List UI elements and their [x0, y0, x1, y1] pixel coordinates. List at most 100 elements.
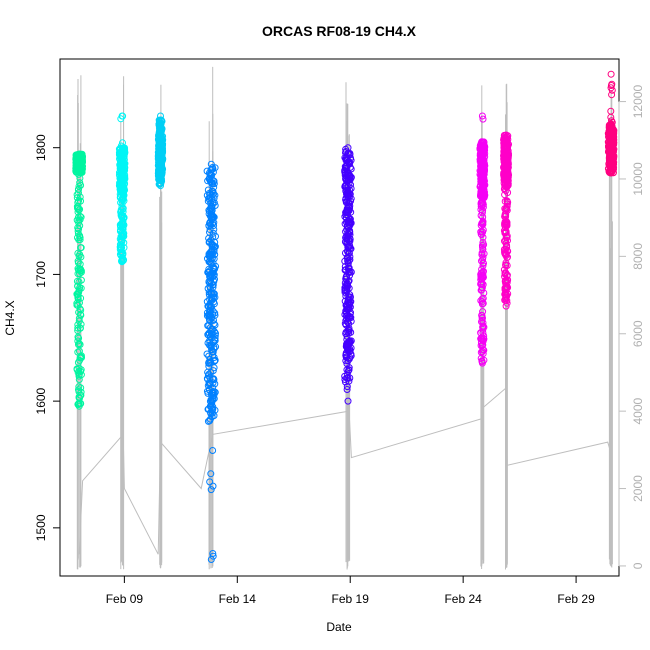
data-point: [476, 145, 484, 153]
data-points-layer: [72, 70, 618, 563]
x-tick-label: Feb 19: [332, 592, 370, 606]
data-point: [479, 268, 487, 276]
data-point: [208, 180, 216, 187]
data-point: [209, 326, 217, 334]
y2-tick-label: 4000: [631, 397, 645, 424]
data-point: [502, 178, 510, 186]
data-point: [502, 131, 510, 139]
data-point: [117, 153, 125, 161]
data-point: [120, 191, 128, 199]
data-point: [75, 150, 83, 158]
chart-title: ORCAS RF08-19 CH4.X: [262, 23, 417, 39]
data-point: [73, 290, 81, 298]
data-point: [345, 293, 353, 301]
flight-2-points: [115, 112, 129, 266]
data-point: [207, 358, 215, 366]
data-point: [75, 402, 83, 410]
data-point: [342, 249, 349, 257]
data-point: [208, 397, 216, 405]
data-point: [345, 179, 353, 187]
data-point: [207, 289, 215, 297]
data-point: [74, 204, 81, 212]
data-point: [342, 156, 350, 164]
data-point: [346, 374, 354, 382]
data-point: [204, 339, 212, 347]
y2-tick-label: 0: [631, 562, 645, 569]
flight-3-points: [154, 112, 167, 190]
data-point: [209, 351, 217, 359]
data-point: [156, 153, 164, 160]
axes: Feb 09 Feb 14 Feb 19 Feb 24 Feb 29 1500 1600 17…: [34, 85, 645, 606]
data-point: [606, 135, 614, 143]
data-point: [344, 192, 352, 200]
data-point: [206, 300, 214, 308]
data-point: [344, 144, 352, 152]
data-point: [206, 417, 214, 425]
data-point: [156, 164, 164, 172]
data-point: [346, 271, 354, 279]
data-point: [74, 348, 82, 356]
data-point: [207, 369, 215, 376]
data-point: [76, 341, 84, 348]
data-point: [342, 353, 350, 361]
data-point: [345, 300, 353, 308]
data-point: [501, 290, 509, 298]
data-point: [75, 372, 83, 380]
data-point: [119, 190, 127, 198]
data-point: [208, 240, 216, 248]
data-point: [205, 370, 213, 378]
data-point: [502, 187, 510, 195]
data-point: [477, 157, 485, 165]
data-point: [208, 273, 216, 281]
data-point: [343, 272, 350, 280]
data-point: [117, 233, 125, 241]
data-point: [344, 313, 352, 321]
flight-7-points: [500, 131, 512, 310]
x-tick-label: Feb 09: [106, 592, 144, 606]
data-point: [346, 345, 353, 353]
data-point: [341, 257, 349, 265]
x-tick-label: Feb 29: [557, 592, 595, 606]
data-point: [345, 364, 353, 372]
data-point: [205, 359, 213, 366]
data-point: [73, 194, 81, 202]
data-point: [206, 312, 214, 320]
data-point: [74, 213, 82, 221]
data-point: [210, 255, 218, 263]
data-point: [344, 169, 352, 177]
data-point: [607, 113, 615, 121]
data-point: [209, 307, 217, 315]
data-point: [209, 388, 217, 395]
plot-frame: [59, 58, 620, 577]
data-point: [209, 379, 217, 387]
data-point: [608, 156, 616, 163]
data-point: [607, 169, 615, 177]
altitude-track-line: [78, 386, 611, 555]
data-point: [504, 147, 512, 155]
data-point: [205, 169, 213, 177]
data-point: [502, 259, 510, 267]
data-point: [77, 311, 85, 319]
data-point: [75, 252, 83, 260]
data-point: [343, 159, 351, 167]
data-point: [210, 375, 218, 383]
data-point: [479, 172, 487, 180]
data-point: [480, 171, 488, 179]
data-point: [502, 158, 510, 166]
data-point: [209, 164, 216, 171]
data-point: [347, 314, 355, 322]
data-point: [479, 194, 487, 202]
y-tick-label: 1600: [34, 387, 48, 414]
data-point: [208, 187, 216, 195]
data-point: [345, 170, 352, 178]
data-point: [73, 156, 80, 163]
flight-8-points: [604, 70, 618, 177]
data-point: [208, 247, 216, 255]
data-point: [210, 343, 218, 351]
data-point: [74, 163, 82, 170]
y-tick-label: 1700: [34, 261, 48, 288]
flight-1-points: [72, 150, 86, 410]
data-point: [607, 123, 615, 131]
data-point: [478, 242, 486, 249]
